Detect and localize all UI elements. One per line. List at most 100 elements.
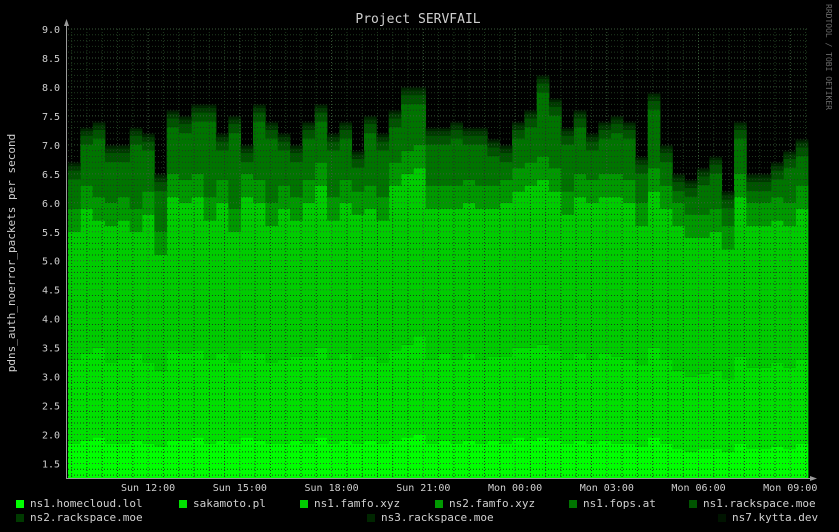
area-segment bbox=[734, 197, 747, 357]
area-segment bbox=[388, 350, 402, 441]
area-segment bbox=[647, 347, 661, 438]
area-segment bbox=[80, 135, 94, 145]
area-segment bbox=[166, 440, 180, 478]
area-segment bbox=[401, 95, 414, 104]
area-segment bbox=[228, 117, 242, 120]
area-segment bbox=[265, 138, 279, 203]
area-segment bbox=[364, 185, 377, 209]
area-segment bbox=[709, 370, 723, 450]
area-segment bbox=[475, 128, 488, 131]
area-segment bbox=[475, 135, 488, 145]
y-tick-label: 7.5 bbox=[42, 112, 60, 123]
y-tick-label: 5.5 bbox=[42, 228, 60, 239]
area-segment bbox=[487, 140, 501, 143]
area-segment bbox=[413, 434, 427, 478]
area-segment bbox=[314, 105, 328, 108]
area-segment bbox=[610, 443, 624, 478]
area-segment bbox=[536, 76, 550, 79]
area-segment bbox=[684, 183, 698, 188]
legend-swatch bbox=[179, 499, 187, 508]
area-segment bbox=[425, 359, 439, 444]
area-segment bbox=[203, 359, 217, 444]
y-tick-label: 6.5 bbox=[42, 170, 60, 181]
area-segment bbox=[129, 128, 143, 131]
area-segment bbox=[709, 231, 723, 371]
area-segment bbox=[499, 202, 513, 357]
area-segment bbox=[388, 118, 402, 127]
area-segment bbox=[253, 202, 266, 354]
area-segment bbox=[610, 197, 624, 357]
area-segment bbox=[771, 197, 784, 221]
area-segment bbox=[117, 148, 131, 153]
area-segment bbox=[413, 86, 427, 89]
area-segment bbox=[277, 133, 291, 135]
area-segment bbox=[647, 437, 661, 478]
area-segment bbox=[154, 370, 168, 447]
area-segment bbox=[216, 133, 229, 135]
area-segment bbox=[475, 208, 488, 360]
area-segment bbox=[438, 128, 451, 131]
legend-swatch bbox=[689, 499, 697, 508]
area-segment bbox=[610, 117, 624, 120]
area-segment bbox=[216, 353, 229, 441]
area-segment bbox=[561, 443, 575, 478]
area-segment bbox=[573, 197, 587, 354]
area-segment bbox=[758, 181, 772, 191]
area-segment bbox=[660, 146, 673, 149]
area-segment bbox=[499, 443, 513, 478]
area-segment bbox=[672, 175, 686, 178]
area-segment bbox=[783, 158, 797, 168]
area-segment bbox=[240, 148, 254, 153]
area-segment bbox=[191, 105, 205, 108]
area-segment bbox=[376, 133, 390, 135]
legend-label: sakamoto.pl bbox=[193, 497, 266, 510]
y-tick-label: 2.0 bbox=[42, 431, 60, 442]
area-segment bbox=[142, 134, 155, 137]
area-segment bbox=[142, 191, 155, 215]
area-segment bbox=[462, 440, 476, 478]
area-segment bbox=[290, 440, 303, 478]
area-segment bbox=[351, 154, 365, 159]
area-segment bbox=[771, 220, 784, 363]
area-segment bbox=[684, 376, 698, 452]
area-segment bbox=[376, 150, 390, 198]
area-segment bbox=[647, 93, 661, 97]
area-segment bbox=[203, 121, 217, 198]
area-segment bbox=[721, 249, 735, 380]
area-segment bbox=[413, 88, 427, 91]
area-segment bbox=[438, 353, 451, 441]
area-segment bbox=[142, 214, 155, 363]
area-segment bbox=[265, 129, 279, 139]
area-segment bbox=[228, 132, 242, 209]
area-segment bbox=[191, 197, 205, 351]
area-segment bbox=[351, 151, 365, 155]
area-segment bbox=[697, 373, 710, 450]
area-segment bbox=[573, 118, 587, 127]
series-ns1-famfo-xyz bbox=[68, 168, 809, 380]
area-segment bbox=[302, 129, 316, 139]
area-segment bbox=[129, 130, 143, 136]
area-segment bbox=[771, 162, 784, 164]
area-segment bbox=[660, 161, 673, 186]
area-segment bbox=[425, 443, 439, 478]
area-segment bbox=[758, 175, 772, 178]
area-segment bbox=[92, 138, 106, 198]
area-segment bbox=[734, 122, 747, 126]
area-segment bbox=[684, 196, 698, 215]
area-segment bbox=[561, 191, 575, 215]
area-segment bbox=[388, 185, 402, 351]
area-segment bbox=[92, 347, 106, 438]
area-segment bbox=[709, 157, 723, 160]
area-segment bbox=[660, 185, 673, 209]
legend-swatch bbox=[569, 499, 577, 508]
area-segment bbox=[339, 125, 353, 130]
area-segment bbox=[573, 111, 587, 114]
area-segment bbox=[598, 353, 612, 441]
area-segment bbox=[105, 148, 118, 153]
y-axis-arrow-icon bbox=[64, 19, 69, 26]
area-segment bbox=[228, 443, 242, 478]
area-segment bbox=[499, 161, 513, 180]
area-segment bbox=[302, 122, 316, 126]
legend-label: ns1.rackspace.moe bbox=[703, 497, 816, 510]
area-segment bbox=[475, 127, 488, 129]
